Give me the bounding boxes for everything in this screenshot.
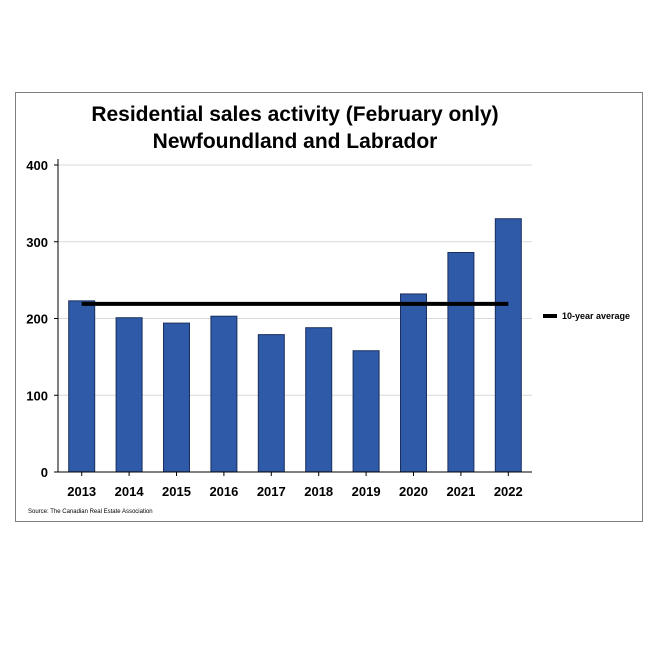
bar-2017 (257, 334, 285, 473)
y-tick-label: 200 (26, 312, 48, 327)
bar-2018 (305, 327, 333, 473)
bar-2013 (68, 300, 96, 473)
x-tick-label-2015: 2015 (162, 484, 191, 499)
x-tick-label-2022: 2022 (494, 484, 523, 499)
bar-2022 (494, 218, 522, 473)
bars (68, 218, 522, 476)
bar-2014 (115, 317, 143, 473)
x-tick-label-2016: 2016 (209, 484, 238, 499)
y-tick-label: 100 (26, 388, 48, 403)
x-tick-label-2020: 2020 (399, 484, 428, 499)
legend-label: 10-year average (562, 311, 630, 321)
bar-2020 (400, 293, 427, 473)
x-tick-label-2018: 2018 (304, 484, 333, 499)
y-tick-label: 300 (26, 235, 48, 250)
legend: 10-year average (543, 311, 630, 321)
y-tick-label: 400 (26, 158, 48, 173)
bar-2016 (210, 315, 238, 473)
y-tick-labels: 0 100 200 300 400 (26, 158, 48, 480)
x-tick-label-2019: 2019 (352, 484, 381, 499)
x-tick-labels: 2013 2014 2015 2016 2017 2018 2019 2020 2021 2022 (67, 484, 523, 499)
y-tick-label: 0 (41, 465, 48, 480)
x-tick-label-2017: 2017 (257, 484, 286, 499)
chart-title-line-1: Residential sales activity (February onl… (91, 103, 498, 126)
x-tick-label-2014: 2014 (115, 484, 145, 499)
x-tick-label-2013: 2013 (67, 484, 96, 499)
bar-2019 (352, 350, 380, 473)
bar-2021 (447, 251, 475, 473)
chart-title-line-2: Newfoundland and Labrador (153, 130, 438, 153)
source-note: Source: The Canadian Real Estate Associa… (28, 509, 153, 515)
bar-2015 (163, 322, 190, 473)
x-tick-label-2021: 2021 (446, 484, 475, 499)
axes (57, 159, 532, 473)
